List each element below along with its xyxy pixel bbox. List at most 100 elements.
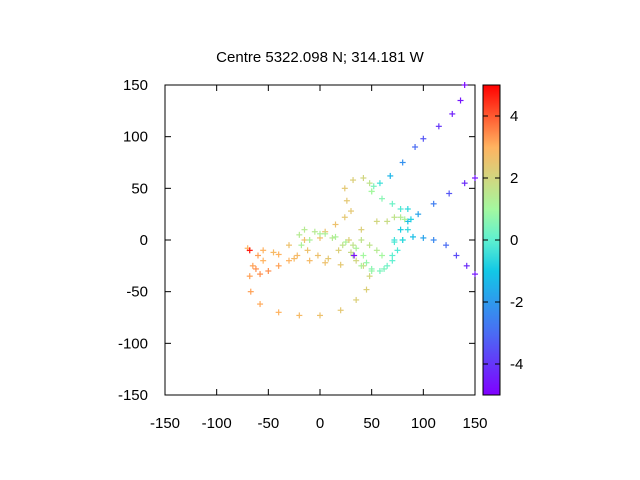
data-point: [335, 247, 342, 254]
data-point: [360, 175, 367, 181]
data-point: [389, 257, 396, 264]
colorbar-tick-label: 2: [510, 170, 518, 187]
data-point: [255, 252, 261, 259]
data-point: [384, 218, 391, 225]
x-tick-label: 0: [316, 415, 324, 432]
data-point: [306, 237, 313, 243]
data-point: [399, 237, 406, 243]
data-point: [397, 214, 404, 221]
data-point: [353, 257, 360, 264]
data-point: [311, 228, 318, 235]
data-point: [317, 312, 323, 319]
data-point: [461, 82, 468, 88]
data-point: [472, 175, 478, 181]
data-point: [345, 237, 352, 243]
data-point: [463, 262, 470, 269]
data-point: [420, 135, 427, 142]
data-point: [449, 110, 456, 117]
data-point: [350, 242, 357, 249]
data-point: [394, 247, 401, 254]
data-point: [337, 307, 344, 314]
data-point: [381, 265, 388, 272]
data-point: [325, 255, 332, 262]
data-point: [341, 185, 348, 192]
data-point: [260, 247, 267, 254]
data-point: [329, 234, 336, 241]
data-point: [322, 259, 329, 266]
data-point: [358, 226, 365, 233]
data-point: [391, 239, 398, 246]
y-tick-label: -100: [118, 335, 148, 352]
data-point: [376, 268, 383, 274]
data-point: [339, 242, 346, 249]
colorbar-tick-label: -4: [510, 356, 523, 373]
data-point: [350, 177, 357, 184]
data-point: [301, 237, 308, 243]
data-point: [294, 252, 301, 259]
data-point: [348, 208, 354, 215]
data-point: [397, 206, 404, 212]
colorbar-tick-label: 4: [510, 108, 518, 125]
data-point: [407, 216, 414, 223]
data-point: [275, 309, 282, 316]
data-point: [420, 234, 427, 241]
data-point: [265, 268, 272, 274]
data-point: [435, 123, 442, 130]
y-axis: -150 -100 -50 0 50 100 150: [118, 77, 475, 404]
data-point: [270, 249, 277, 256]
data-point: [348, 249, 354, 256]
data-point: [387, 172, 394, 179]
data-point: [404, 218, 411, 225]
data-point: [363, 286, 370, 293]
data-point: [363, 259, 370, 266]
x-axis: -150 -100 -50 0 50 100 150: [150, 85, 488, 432]
y-tick-label: -150: [118, 387, 148, 404]
data-point: [296, 312, 303, 319]
data-point: [358, 237, 365, 243]
data-point: [461, 180, 468, 187]
data-point: [275, 262, 282, 269]
data-point: [379, 195, 385, 202]
data-point: [472, 271, 478, 278]
data-point: [304, 247, 311, 254]
data-point: [391, 214, 398, 221]
data-point: [260, 257, 267, 264]
data-point: [415, 211, 422, 218]
data-point: [291, 255, 298, 262]
colorbar-tick-label: -2: [510, 294, 523, 311]
data-point: [453, 252, 460, 259]
data-point: [443, 242, 450, 249]
data-point: [353, 245, 360, 252]
data-point: [366, 180, 373, 187]
data-point: [366, 273, 373, 280]
data-point: [366, 242, 373, 249]
data-point: [410, 233, 416, 240]
data-point: [397, 226, 404, 233]
x-tick-label: 50: [363, 415, 380, 432]
x-tick-label: -100: [202, 415, 232, 432]
data-point: [301, 226, 308, 233]
x-tick-label: -50: [257, 415, 279, 432]
data-point: [384, 262, 391, 269]
data-point: [246, 273, 253, 280]
data-point: [370, 183, 377, 190]
data-point: [446, 190, 453, 197]
data-point: [275, 251, 282, 258]
data-point: [286, 242, 292, 249]
chart-title: Centre 5322.098 N; 314.181 W: [216, 49, 424, 66]
data-point: [412, 144, 419, 150]
data-point: [249, 262, 256, 269]
data-point: [298, 242, 305, 249]
data-point: [246, 247, 253, 254]
data-point: [399, 159, 406, 166]
data-point: [343, 197, 350, 204]
data-point: [430, 237, 437, 243]
data-point: [358, 262, 365, 269]
data-point: [317, 230, 323, 237]
data-point: [373, 218, 380, 225]
data-point: [401, 216, 408, 223]
colorbar-axis: -4 -2 0 2 4: [483, 108, 523, 373]
y-tick-label: -50: [126, 284, 148, 301]
y-tick-label: 0: [140, 232, 148, 249]
